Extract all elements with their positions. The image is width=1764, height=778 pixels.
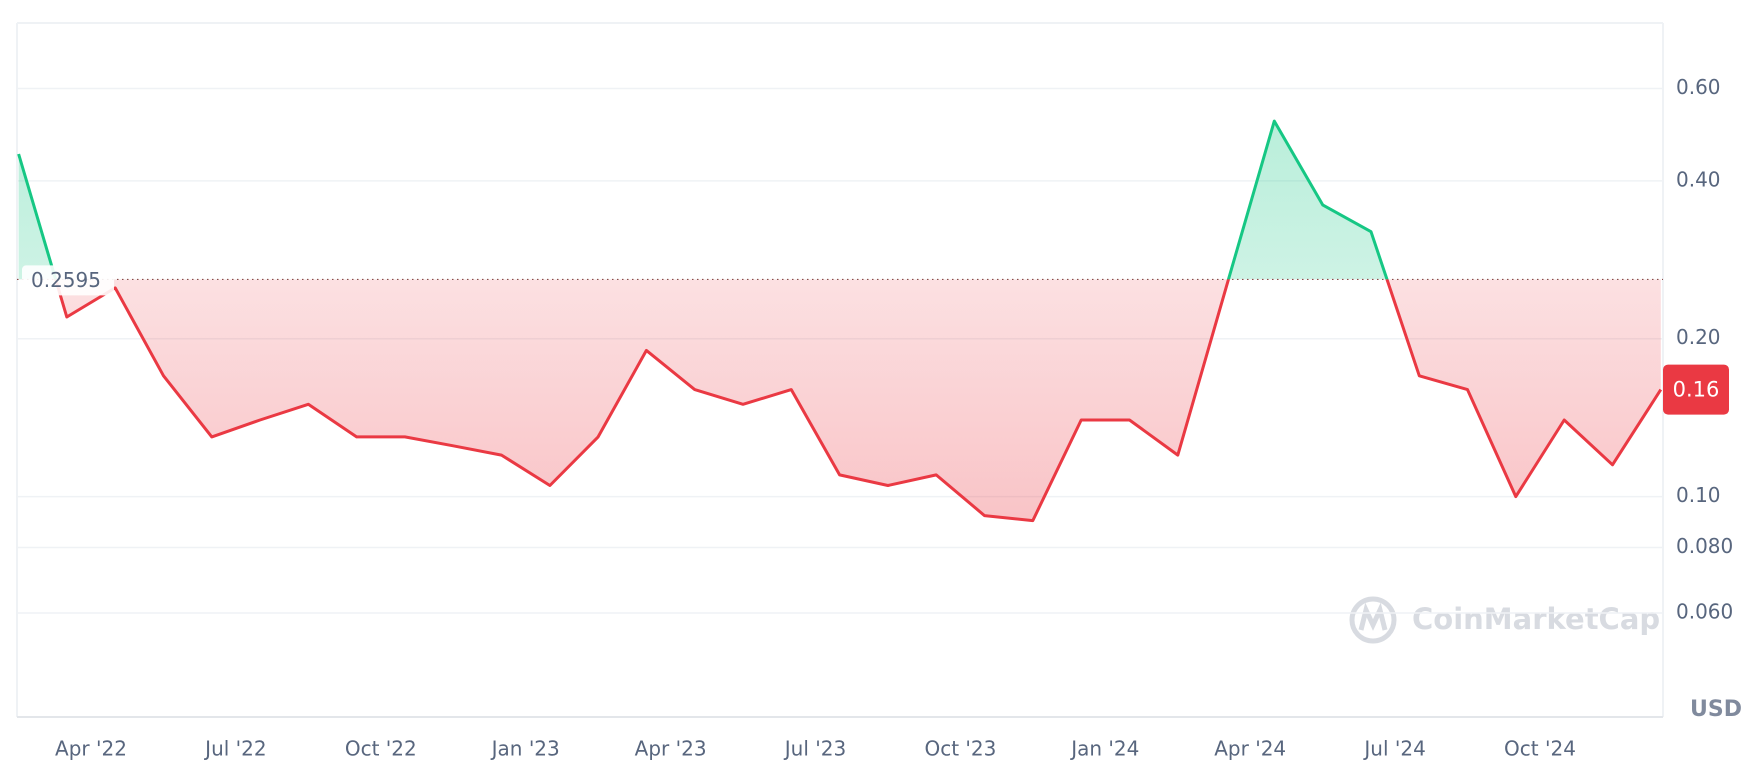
x-tick-label: Apr '23 [635,737,707,761]
x-tick-label: Jul '24 [1362,737,1425,761]
y-tick-label: 0.10 [1676,483,1721,507]
x-tick-label: Oct '24 [1504,737,1576,761]
plot: 0.060 0.080 0.10 0.20 0.40 0.60 Apr '22 Jul '22… [17,75,1733,761]
last-price-badge [1663,364,1729,415]
x-tick-label: Jan '24 [1069,737,1139,761]
area-above [18,121,1661,280]
watermark-text: CoinMarketCap [1412,602,1660,636]
last-price-label: 0.16 [1673,378,1720,402]
y-tick-label: 0.40 [1676,167,1721,191]
x-tick-label: Jul '23 [783,737,846,761]
x-tick-label: Oct '23 [924,737,996,761]
baseline-label: 0.2595 [31,268,101,292]
currency-label: USD [1690,697,1742,722]
y-tick-label: 0.60 [1676,75,1721,99]
watermark-logo [1358,602,1388,631]
baseline-label-bg [22,265,114,296]
x-tick-label: Apr '24 [1214,737,1286,761]
x-tick-label: Oct '22 [345,737,417,761]
y-tick-label: 0.20 [1676,325,1721,349]
y-tick-label: 0.080 [1676,534,1733,558]
area-below [55,279,1661,521]
y-tick-label: 0.060 [1676,599,1733,623]
watermark-logo [1349,596,1397,644]
x-tick-label: Apr '22 [55,737,127,761]
x-tick-label: Jul '22 [203,737,266,761]
watermark: CoinMarketCap [1349,596,1660,644]
price-line-below [54,279,1663,523]
x-tick-label: Jan '23 [490,737,560,761]
